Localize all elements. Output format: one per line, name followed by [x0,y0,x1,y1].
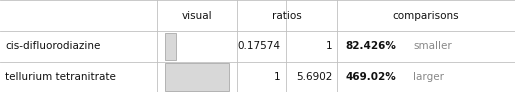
Text: visual: visual [182,11,212,21]
Text: tellurium tetranitrate: tellurium tetranitrate [5,72,116,82]
Text: 1: 1 [325,41,332,51]
Text: larger: larger [413,72,444,82]
Text: smaller: smaller [413,41,452,51]
Text: ratios: ratios [272,11,302,21]
FancyBboxPatch shape [165,63,229,91]
Text: 0.17574: 0.17574 [238,41,281,51]
Text: 82.426%: 82.426% [345,41,396,51]
Text: comparisons: comparisons [393,11,459,21]
Text: 469.02%: 469.02% [345,72,396,82]
Text: 1: 1 [274,72,281,82]
Text: cis-difluorodiazine: cis-difluorodiazine [5,41,100,51]
Text: 5.6902: 5.6902 [296,72,332,82]
FancyBboxPatch shape [165,33,176,60]
